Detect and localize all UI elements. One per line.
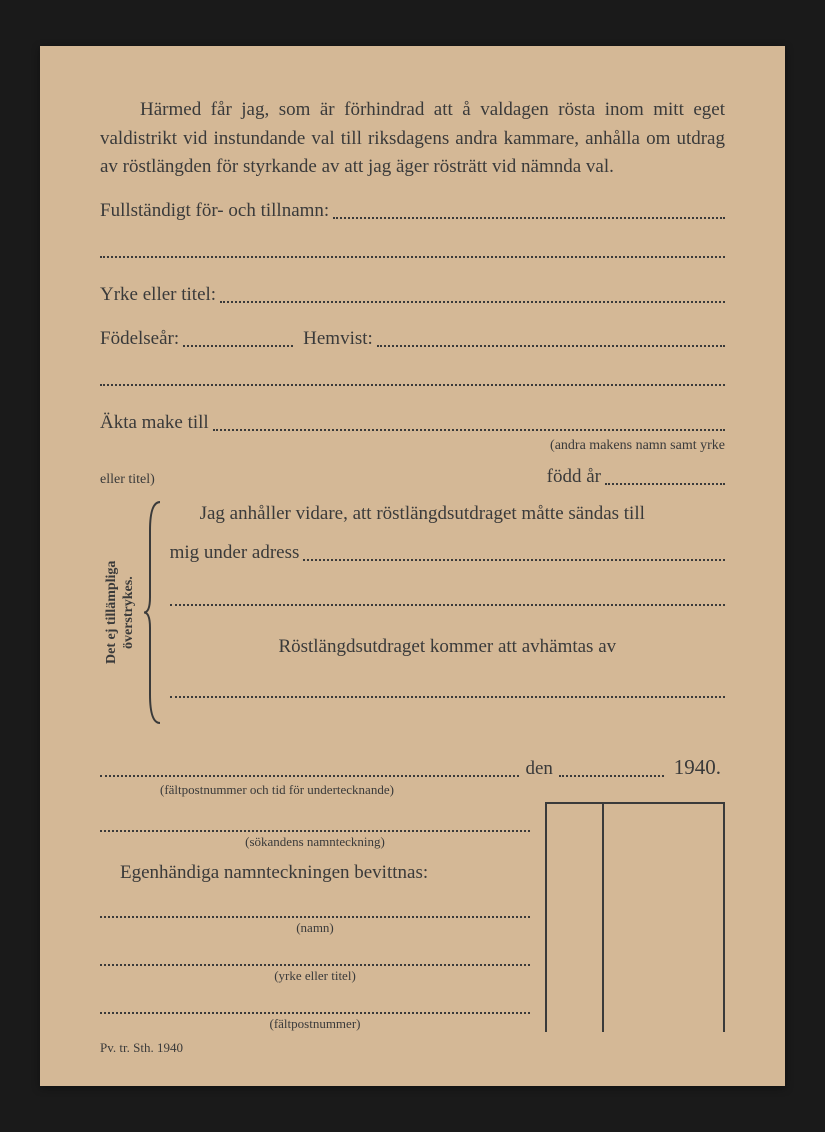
witness-name-line[interactable] <box>100 916 530 918</box>
pickup-text: Röstlängdsutdraget kommer att avhämtas a… <box>170 636 725 658</box>
or-title-label: eller titel) <box>100 472 155 488</box>
print-info: Pv. tr. Sth. 1940 <box>100 1040 183 1056</box>
residence-line-2[interactable] <box>100 368 725 386</box>
born-year-label: född år <box>547 466 605 488</box>
send-text-1: Jag anhåller vidare, att röstlängdsutdra… <box>200 503 645 524</box>
profession-label: Yrke eller titel: <box>100 284 220 306</box>
fullname-label: Fullständigt för- och tillnamn: <box>100 200 333 222</box>
spouse-note: (andra makens namn samt yrke <box>100 438 725 454</box>
born-year-line[interactable] <box>605 483 725 485</box>
spouse-label: Äkta make till <box>100 412 213 434</box>
witness-profession-caption: (yrke eller titel) <box>100 968 530 984</box>
signature-area: (sökandens namnteckning) Egenhändiga nam… <box>100 802 725 1032</box>
residence-line[interactable] <box>377 345 725 347</box>
birthyear-line[interactable] <box>183 345 293 347</box>
date-caption-text: (fältpostnummer och tid för undertecknan… <box>160 782 394 797</box>
send-text: Jag anhåller vidare, att röstlängdsutdra… <box>170 500 725 529</box>
date-row: den 1940. <box>100 755 725 780</box>
stamp-box <box>545 802 725 1032</box>
fullname-row: Fullständigt för- och tillnamn: <box>100 200 725 222</box>
address-label: mig under adress <box>170 542 304 564</box>
spouse-note-text: (andra makens namn samt yrke <box>550 438 725 453</box>
witness-fieldpost-line[interactable] <box>100 1012 530 1014</box>
signature-left: (sökandens namnteckning) Egenhändiga nam… <box>100 802 545 1032</box>
born-row: eller titel) född år <box>100 466 725 488</box>
spouse-row: Äkta make till <box>100 412 725 434</box>
birthyear-label: Födelseår: <box>100 328 183 350</box>
bottom-section: den 1940. (fältpostnummer och tid för un… <box>100 755 725 1032</box>
vertical-label: Det ej tillämpliga överstrykes. <box>100 500 142 725</box>
applicant-sig-caption: (sökandens namnteckning) <box>100 834 530 850</box>
witness-profession-line[interactable] <box>100 964 530 966</box>
witness-heading: Egenhändiga namnteckningen bevittnas: <box>100 862 530 884</box>
date-place-line[interactable] <box>100 775 519 777</box>
witness-fieldpost-caption: (fältpostnummer) <box>100 1016 530 1032</box>
form-card: Härmed får jag, som är förhindrad att å … <box>40 46 785 1086</box>
date-caption: (fältpostnummer och tid för undertecknan… <box>100 782 725 798</box>
intro-paragraph: Härmed får jag, som är förhindrad att å … <box>100 96 725 182</box>
witness-name-caption: (namn) <box>100 920 530 936</box>
bracket-shape <box>142 500 162 725</box>
stamp-box-divider <box>602 804 604 1032</box>
profession-line[interactable] <box>220 301 725 303</box>
applicant-sig-line[interactable] <box>100 830 530 832</box>
fullname-line[interactable] <box>333 217 725 219</box>
birth-residence-row: Födelseår: Hemvist: <box>100 328 725 350</box>
date-day-line[interactable] <box>559 775 664 777</box>
residence-label: Hemvist: <box>293 328 377 350</box>
intro-text: Härmed får jag, som är förhindrad att å … <box>100 99 725 177</box>
vertical-label-1: Det ej tillämpliga <box>104 560 119 663</box>
spouse-line[interactable] <box>213 429 725 431</box>
bracket-content: Jag anhåller vidare, att röstlängdsutdra… <box>170 500 725 725</box>
address-line[interactable] <box>303 559 725 561</box>
bracket-section: Det ej tillämpliga överstrykes. Jag anhå… <box>100 500 725 725</box>
profession-row: Yrke eller titel: <box>100 284 725 306</box>
den-label: den <box>519 758 558 780</box>
pickup-line[interactable] <box>170 680 725 698</box>
address-row: mig under adress <box>170 542 725 564</box>
year-label: 1940. <box>664 755 725 780</box>
address-line-2[interactable] <box>170 588 725 606</box>
vertical-label-2: överstrykes. <box>121 576 136 649</box>
fullname-line-2[interactable] <box>100 240 725 258</box>
